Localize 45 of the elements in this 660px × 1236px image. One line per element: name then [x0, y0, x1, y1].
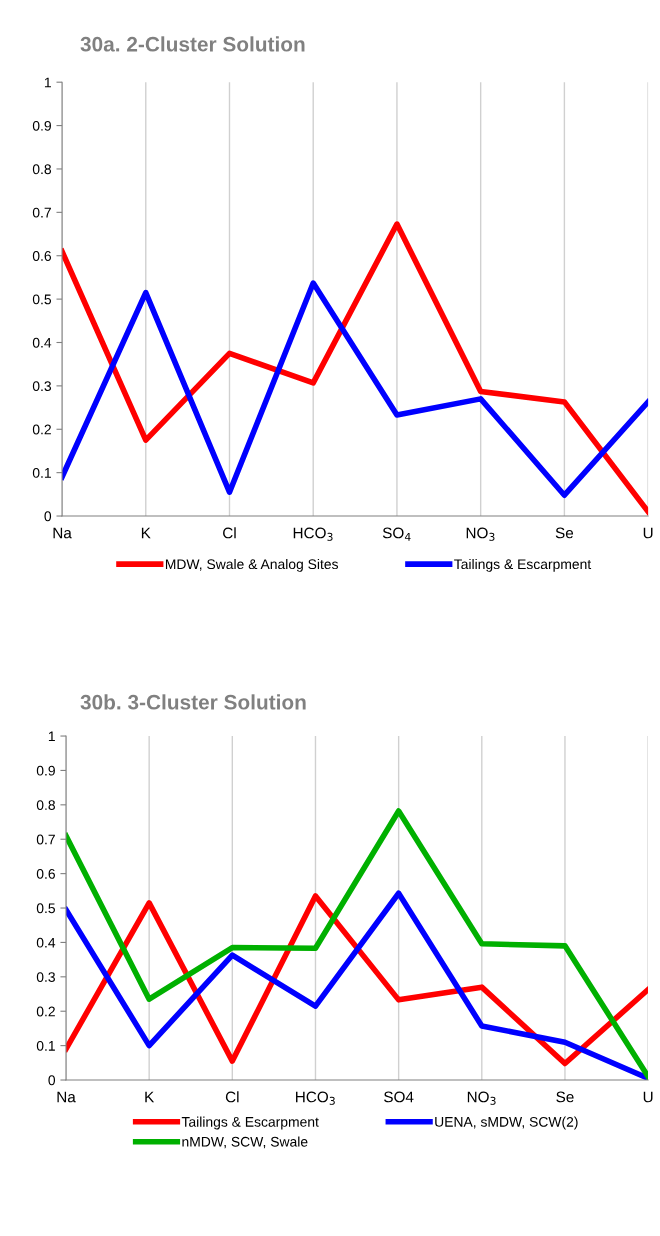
y-tick-label: 0.3: [36, 972, 55, 982]
y-tick-label: 0.6: [36, 868, 55, 879]
y-tick-label: 1: [48, 731, 55, 742]
y-tick-label: 0.7: [32, 207, 51, 218]
y-tick-label: 0.4: [32, 337, 52, 348]
x-tick-label: K: [141, 527, 151, 539]
chart-title: 30b. 3-Cluster Solution: [80, 694, 306, 710]
x-tick-label: U: [643, 1091, 653, 1103]
y-tick-label: 0.9: [32, 120, 51, 131]
legend-label: Tailings & Escarpment: [454, 558, 592, 572]
y-tick-label: 0.4: [36, 937, 56, 948]
x-tick-label: K: [145, 1091, 155, 1103]
chart-title: 30a. 2-Cluster Solution: [80, 36, 305, 52]
x-tick-label: Cl: [225, 1091, 239, 1103]
x-tick-label: U: [643, 527, 653, 539]
x-tick-label: SO$_{4}$: [382, 527, 411, 541]
legend-label: MDW, Swale & Analog Sites: [165, 558, 339, 572]
y-tick-label: 0.5: [36, 903, 55, 914]
y-tick-label: 0.1: [32, 467, 51, 478]
y-tick-label: 0.2: [32, 424, 51, 435]
x-tick-label: HCO$_{3}$: [293, 527, 333, 541]
y-tick-label: 0.9: [36, 765, 55, 776]
y-tick-label: 0.5: [32, 294, 52, 305]
y-tick-label: 0.3: [32, 381, 52, 392]
y-tick-label: 0.7: [36, 834, 55, 845]
y-tick-label: 0.8: [32, 164, 52, 175]
legend-label: UENA, sMDW, SCW(2): [435, 1116, 578, 1130]
x-tick-label: NO$_{3}$: [467, 1091, 496, 1105]
x-tick-label: Se: [555, 527, 574, 539]
x-tick-label: SO4: [384, 1091, 414, 1103]
x-tick-label: Se: [556, 1091, 574, 1103]
y-tick-label: 0: [44, 511, 52, 522]
y-tick-label: 0.2: [36, 1006, 55, 1017]
y-tick-label: 0.8: [36, 800, 55, 810]
x-tick-label: Cl: [223, 527, 236, 539]
legend-label: nMDW, SCW, Swale: [182, 1136, 308, 1149]
legend-label: Tailings & Escarpment: [181, 1116, 319, 1130]
y-tick-label: 0.6: [32, 251, 52, 261]
x-tick-label: Na: [53, 527, 72, 539]
y-tick-label: 1: [44, 77, 51, 88]
x-tick-label: NO$_{3}$: [466, 527, 495, 541]
y-tick-label: 0.1: [36, 1040, 55, 1051]
x-tick-label: Na: [57, 1091, 76, 1103]
x-tick-label: HCO$_{3}$: [296, 1091, 335, 1105]
y-tick-label: 0: [48, 1075, 56, 1086]
